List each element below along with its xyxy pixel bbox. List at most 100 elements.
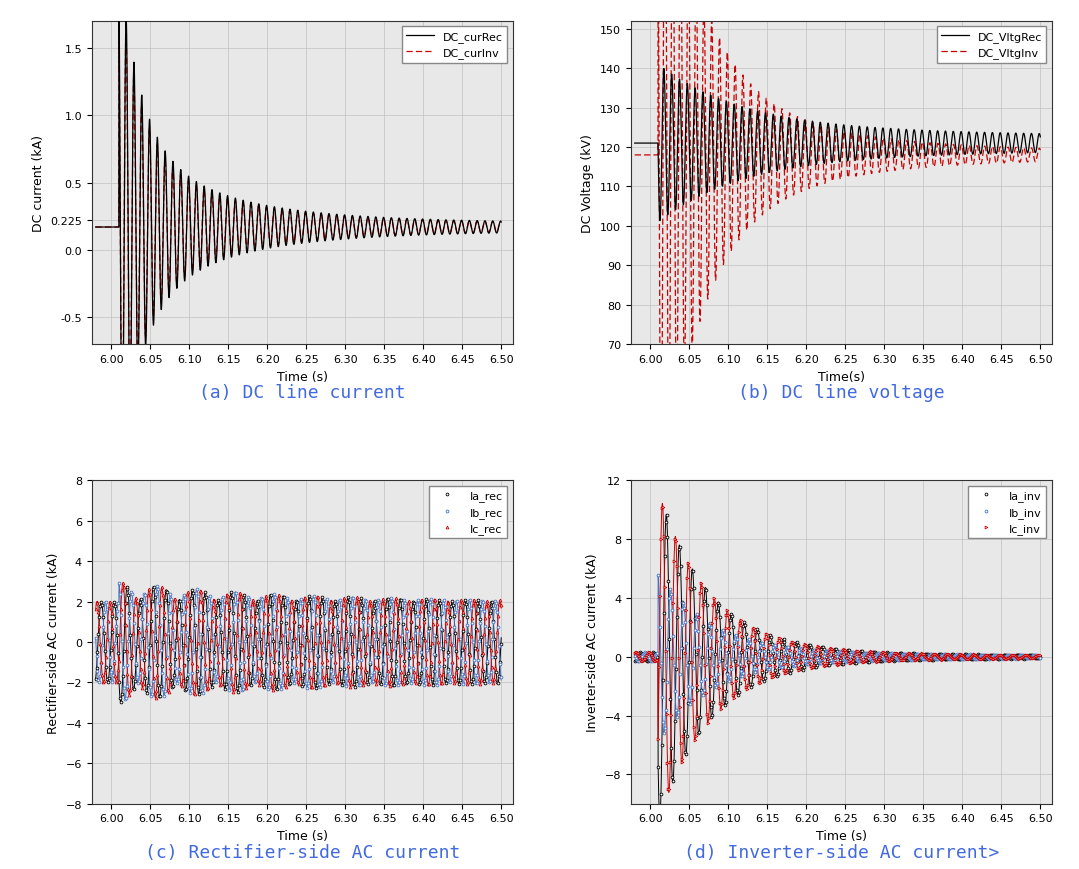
Text: (b) DC line voltage: (b) DC line voltage — [738, 384, 945, 402]
Legend: DC_curRec, DC_curInv: DC_curRec, DC_curInv — [401, 27, 507, 63]
Ic_inv — [656, 502, 669, 513]
Ia_inv — [1034, 652, 1047, 662]
Line: Ib_rec: Ib_rec — [94, 581, 503, 700]
Ia_rec — [125, 653, 138, 664]
Legend: Ia_rec, Ib_rec, Ic_rec: Ia_rec, Ib_rec, Ic_rec — [428, 486, 507, 539]
Ic_inv — [817, 660, 830, 670]
Ib_inv — [725, 664, 738, 674]
X-axis label: Time (s): Time (s) — [277, 829, 328, 842]
Text: (c) Rectifier-side AC current: (c) Rectifier-side AC current — [145, 843, 460, 861]
Ia_rec — [334, 676, 347, 687]
DC_curInv — [493, 219, 506, 229]
Ib_inv — [874, 648, 887, 659]
Ic_inv — [661, 784, 674, 794]
Ib_rec — [112, 578, 125, 588]
Ia_inv — [664, 693, 677, 704]
Ia_inv — [725, 608, 738, 619]
Y-axis label: Inverter-side AC current (kA): Inverter-side AC current (kA) — [586, 553, 599, 732]
Ic_rec — [186, 658, 199, 668]
DC_VltgInv — [905, 163, 918, 173]
Ic_rec — [117, 578, 129, 588]
Ic_rec — [149, 693, 162, 703]
Ib_rec — [90, 633, 103, 643]
DC_curRec — [495, 217, 508, 228]
X-axis label: Time (s): Time (s) — [277, 370, 328, 383]
Ic_rec — [265, 680, 278, 691]
Ib_rec — [341, 673, 354, 683]
Ia_inv — [817, 644, 830, 654]
DC_curRec — [366, 233, 379, 243]
Ia_rec — [265, 599, 278, 609]
Ic_rec — [278, 680, 291, 690]
Ic_inv — [874, 652, 887, 662]
Ia_inv — [654, 812, 667, 822]
DC_VltgRec — [1023, 139, 1036, 149]
Ia_inv — [804, 642, 817, 653]
Ic_rec — [90, 605, 103, 615]
Legend: DC_VltgRec, DC_VltgInv: DC_VltgRec, DC_VltgInv — [937, 27, 1047, 63]
DC_curInv — [327, 234, 340, 244]
DC_VltgInv — [1033, 145, 1046, 156]
Legend: Ia_inv, Ib_inv, Ic_inv: Ia_inv, Ib_inv, Ic_inv — [968, 486, 1047, 539]
Ia_inv — [628, 656, 641, 667]
DC_curRec — [327, 235, 340, 246]
DC_curRec — [493, 219, 506, 229]
Ib_rec — [186, 668, 199, 679]
Ia_inv — [874, 656, 887, 667]
Line: DC_curRec: DC_curRec — [96, 0, 502, 467]
Y-axis label: DC Voltage (kV): DC Voltage (kV) — [582, 134, 595, 233]
DC_curRec — [194, 262, 207, 273]
X-axis label: Time(s): Time(s) — [818, 370, 865, 383]
Ib_inv — [657, 728, 670, 739]
DC_VltgRec — [905, 148, 918, 158]
Ic_inv — [880, 652, 893, 662]
DC_VltgRec — [734, 145, 747, 156]
DC_curRec — [483, 225, 496, 235]
Line: Ia_rec: Ia_rec — [94, 586, 503, 704]
DC_curInv — [115, 443, 128, 454]
DC_curInv — [483, 224, 496, 235]
Text: (d) Inverter-side AC current>: (d) Inverter-side AC current> — [684, 843, 999, 861]
Line: Ic_inv: Ic_inv — [633, 506, 1041, 791]
DC_VltgRec — [1033, 130, 1046, 141]
Ia_rec — [341, 596, 354, 607]
DC_VltgInv — [865, 166, 878, 176]
DC_curInv — [194, 257, 207, 268]
DC_VltgRec — [629, 139, 642, 149]
DC_VltgInv — [734, 216, 747, 227]
Ic_inv — [664, 757, 677, 767]
DC_VltgRec — [865, 148, 878, 158]
Ic_inv — [725, 661, 738, 672]
DC_VltgInv — [628, 150, 641, 161]
Ib_rec — [494, 672, 507, 682]
Line: Ic_rec: Ic_rec — [94, 582, 503, 700]
DC_VltgRec — [654, 216, 667, 227]
Ib_inv — [880, 654, 893, 665]
DC_VltgInv — [1034, 146, 1047, 156]
Ib_inv — [804, 651, 817, 661]
Ib_inv — [1034, 653, 1047, 663]
Ic_rec — [124, 685, 137, 695]
Ia_rec — [121, 582, 134, 593]
X-axis label: Time (s): Time (s) — [816, 829, 866, 842]
Ic_inv — [1034, 650, 1047, 660]
Ib_inv — [817, 651, 830, 661]
Ic_rec — [494, 600, 507, 610]
Ib_inv — [664, 584, 677, 594]
DC_curRec — [90, 222, 103, 233]
Y-axis label: DC current (kA): DC current (kA) — [31, 135, 44, 232]
DC_VltgInv — [1023, 151, 1036, 162]
DC_curRec — [91, 222, 104, 233]
Ic_inv — [804, 661, 817, 672]
Ia_rec — [278, 602, 291, 613]
Text: (a) DC line current: (a) DC line current — [199, 384, 406, 402]
DC_curInv — [91, 222, 104, 233]
Ib_inv — [652, 570, 665, 580]
DC_VltgInv — [655, 514, 668, 525]
Ia_rec — [90, 674, 103, 685]
Ia_inv — [880, 647, 893, 658]
DC_VltgRec — [628, 139, 641, 149]
Ib_rec — [265, 632, 278, 642]
Y-axis label: Rectifier-side AC current (kA): Rectifier-side AC current (kA) — [47, 552, 60, 733]
Ib_rec — [278, 629, 291, 640]
